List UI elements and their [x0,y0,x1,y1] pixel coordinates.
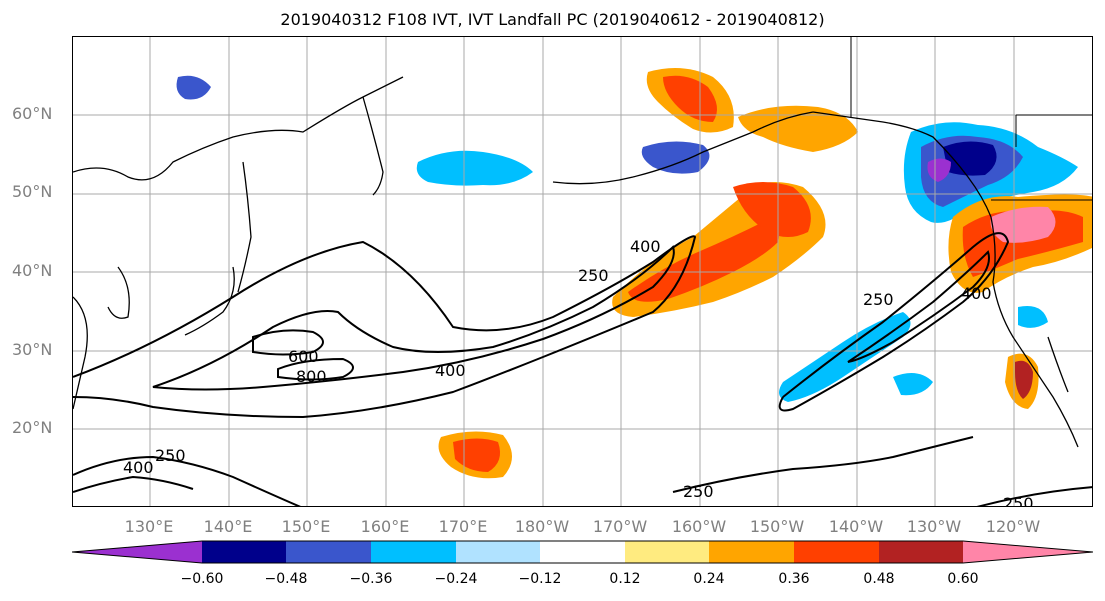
colorbar-segment [72,541,202,563]
positive-anomaly-alaska-red [663,75,717,122]
ivt-contours [73,232,1092,506]
coastline-asia [73,76,404,181]
positive-anomaly-pacnw-pink [990,206,1056,243]
lon-label-150w: 150°W [749,517,805,536]
contour-600 [252,329,324,356]
coastline-korea [107,266,130,319]
negative-anomaly-small-3 [1018,306,1048,328]
lon-label-170e: 170°E [438,517,488,536]
coastline-gulf-alaska [812,111,992,218]
colorbar-tick-label: −0.12 [518,571,562,587]
contour-label-400-b: 400 [435,361,466,380]
colorbar-tick-label: −0.24 [434,571,478,587]
contour-400-main [152,245,675,391]
lon-label-130e: 130°E [124,517,174,536]
colorbar-tick-label: 0.12 [609,571,641,587]
negative-anomaly-subtropical-streak [779,312,911,402]
colorbar-segment [879,541,963,563]
colorbar-tick-label: 0.36 [778,571,810,587]
colorbar-tick-label: 0.60 [947,571,979,587]
positive-anomaly-central-pacific-red [628,222,779,302]
map-panel: 250 400 400 600 800 250 400 250 250 250 … [72,36,1093,507]
contour-label-250-e: 250 [155,446,186,465]
contour-250-east [778,232,1010,412]
map-canvas: 250 400 400 600 800 250 400 250 250 250 … [73,37,1092,507]
positive-anomaly-subtropics-red [453,438,501,472]
contour-label-400-a: 400 [630,237,661,256]
lon-label-130w: 130°W [906,517,962,536]
lat-label-60n: 60°N [12,104,53,123]
lat-label-30n: 30°N [12,340,53,359]
colorbar-segment [794,541,879,563]
political-borders [850,37,1092,201]
lat-label-40n: 40°N [12,261,53,280]
lon-label-120w: 120°W [985,517,1041,536]
colorbar [72,540,1093,564]
colorbar-segment [625,541,709,563]
contour-400-east [847,250,990,363]
ivt-shading-layer [176,68,1092,479]
coastline-japan [184,266,235,336]
contour-label-600: 600 [288,347,319,366]
lon-label-150e: 150°E [281,517,331,536]
coastline-baja [1047,336,1069,393]
graticule [73,37,1092,506]
positive-anomaly-central-pacific-north [733,182,811,237]
negative-anomaly-nw-pacific [416,150,533,186]
contour-label-400-c: 400 [961,284,992,303]
contour-250-main [73,235,697,419]
colorbar-tick-label: −0.48 [264,571,308,587]
colorbar-outline [72,540,1093,564]
coastline-aleutians [552,176,634,185]
contour-250-se [976,486,1092,506]
colorbar-tick-label: 0.24 [693,571,725,587]
coastline-west-us [990,216,1079,448]
negative-anomaly-bering [641,141,710,174]
colorbar-tick-label: −0.60 [180,571,224,587]
colorbar-segment [286,541,371,563]
colorbar-segment [456,541,540,563]
contour-250-south [672,436,974,493]
coastline-china [73,296,88,410]
negative-anomaly-nw-canada-navy [943,141,997,176]
contour-label-800: 800 [296,367,327,386]
colorbar-segment [963,541,1093,563]
contour-400-sw [73,475,194,493]
positive-anomaly-gulf [738,105,858,152]
lon-label-160w: 160°W [671,517,727,536]
lon-label-170w: 170°W [592,517,648,536]
lon-label-180w: 180°W [514,517,570,536]
colorbar-tick-label: 0.48 [863,571,895,587]
map-title: 2019040312 F108 IVT, IVT Landfall PC (20… [280,10,825,29]
lat-label-20n: 20°N [12,418,53,437]
contour-label-250-d: 250 [1003,494,1034,507]
contour-label-250-c: 250 [683,482,714,501]
colorbar-tick-label: −0.36 [349,571,393,587]
contour-800 [277,357,354,381]
negative-anomaly-nw-canada-purple [927,158,951,182]
contour-labels: 250 400 400 600 800 250 400 250 250 250 … [123,237,1034,507]
colorbar-segment [709,541,794,563]
colorbar-segment [540,541,625,563]
lon-label-140w: 140°W [828,517,884,536]
contour-label-250-a: 250 [578,266,609,285]
contour-label-400-d: 400 [123,458,154,477]
coastline-alaska [632,111,814,178]
lat-label-50n: 50°N [12,182,53,201]
lon-label-140e: 140°E [203,517,253,536]
colorbar-segment [371,541,456,563]
positive-anomaly-baja-red [1015,360,1033,399]
coastline-kamchatka [362,96,384,196]
negative-anomaly-small-2 [893,373,933,396]
lon-label-160e: 160°E [360,517,410,536]
colorbar-segment [202,541,286,563]
negative-anomaly-small-1 [176,75,211,100]
contour-label-250-b: 250 [863,290,894,309]
contour-250-sw [73,455,301,506]
colorbar-segments [72,540,1093,564]
coastline-sakhalin [237,161,252,293]
coastlines [73,76,1079,448]
